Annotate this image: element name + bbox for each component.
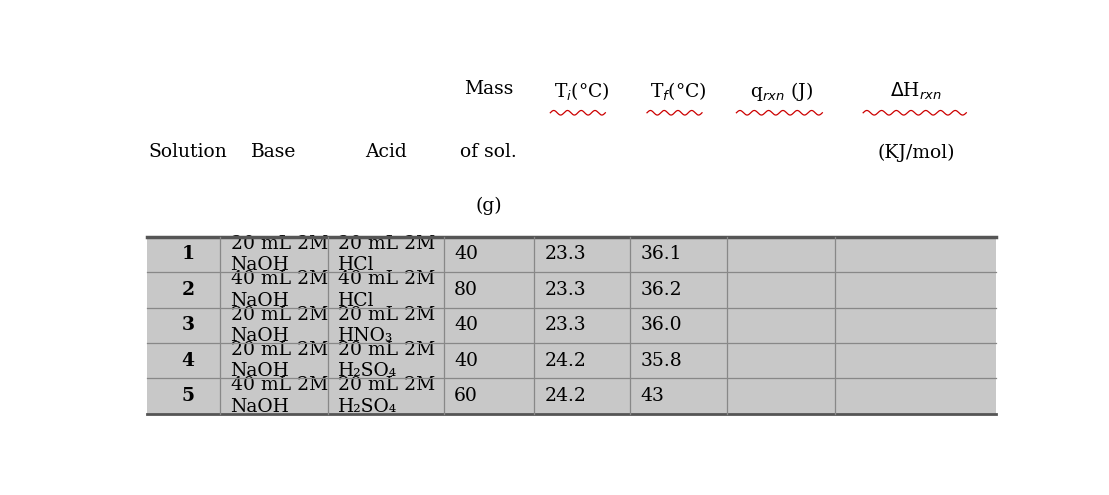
Bar [147, 272, 996, 307]
Text: 40 mL 2M
NaOH: 40 mL 2M NaOH [231, 376, 328, 416]
Text: Base: Base [252, 143, 297, 161]
Bar [147, 378, 996, 414]
Text: T$_f$(°C): T$_f$(°C) [650, 80, 708, 102]
Text: 3: 3 [182, 316, 194, 334]
Text: 23.3: 23.3 [545, 246, 586, 263]
Text: 20 mL 2M
NaOH: 20 mL 2M NaOH [231, 235, 328, 274]
Text: 60: 60 [454, 387, 478, 405]
Text: 23.3: 23.3 [545, 281, 586, 299]
Text: 20 mL 2M
H₂SO₄: 20 mL 2M H₂SO₄ [338, 341, 435, 381]
Text: (g): (g) [476, 197, 502, 215]
Text: 23.3: 23.3 [545, 316, 586, 334]
Text: 36.0: 36.0 [641, 316, 682, 334]
Text: of sol.: of sol. [460, 143, 517, 161]
Text: 40 mL 2M
NaOH: 40 mL 2M NaOH [231, 270, 328, 309]
Text: 20 mL 2M
HNO₃: 20 mL 2M HNO₃ [338, 305, 435, 345]
Text: 80: 80 [454, 281, 478, 299]
Bar [147, 343, 996, 378]
Bar [147, 237, 996, 272]
Text: 36.2: 36.2 [641, 281, 682, 299]
Text: q$_{rxn}$ (J): q$_{rxn}$ (J) [750, 80, 813, 103]
Text: 40: 40 [454, 316, 478, 334]
Text: 35.8: 35.8 [641, 352, 682, 370]
Text: Mass: Mass [465, 80, 513, 99]
Text: 2: 2 [182, 281, 194, 299]
Text: 20 mL 2M
H₂SO₄: 20 mL 2M H₂SO₄ [338, 376, 435, 416]
Text: 43: 43 [641, 387, 664, 405]
Text: 36.1: 36.1 [641, 246, 682, 263]
Text: 1: 1 [182, 246, 194, 263]
Text: 4: 4 [182, 352, 194, 370]
Text: (KJ/mol): (KJ/mol) [877, 143, 955, 161]
Text: $\Delta$H$_{rxn}$: $\Delta$H$_{rxn}$ [891, 80, 943, 101]
Text: Acid: Acid [365, 143, 407, 161]
Bar [147, 307, 996, 343]
Text: 20 mL 2M
NaOH: 20 mL 2M NaOH [231, 341, 328, 381]
Text: 40: 40 [454, 246, 478, 263]
Text: 5: 5 [182, 387, 194, 405]
Text: 40 mL 2M
HCl: 40 mL 2M HCl [338, 270, 435, 309]
Text: 24.2: 24.2 [545, 352, 587, 370]
Text: 24.2: 24.2 [545, 387, 587, 405]
Text: 20 mL 2M
NaOH: 20 mL 2M NaOH [231, 305, 328, 345]
Text: 40: 40 [454, 352, 478, 370]
Text: T$_i$(°C): T$_i$(°C) [554, 80, 610, 102]
Text: Solution: Solution [149, 143, 227, 161]
Text: 20 mL 2M
HCl: 20 mL 2M HCl [338, 235, 435, 274]
